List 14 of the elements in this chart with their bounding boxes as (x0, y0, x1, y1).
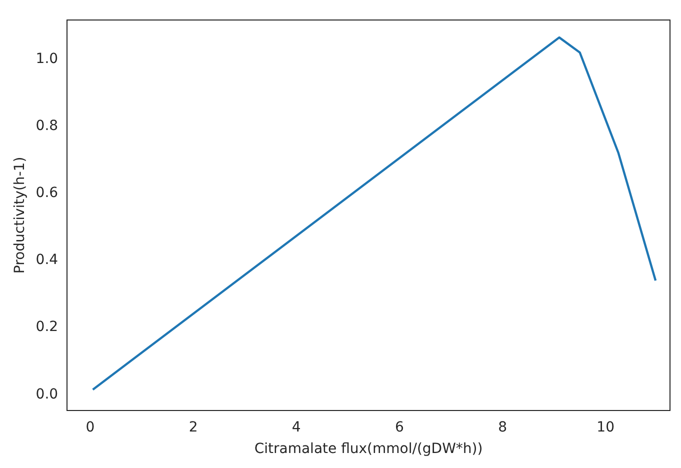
y-tick-label: 0.2 (36, 319, 58, 336)
y-tick-label: 0.0 (36, 386, 58, 402)
y-tick-label: 0.4 (36, 252, 58, 268)
x-tick-label: 4 (292, 419, 301, 436)
y-axis-title: Productivity(h-1) (12, 156, 28, 274)
x-tick-label: 2 (188, 419, 198, 436)
x-tick-label: 0 (86, 419, 95, 436)
y-tick-label: 0.6 (36, 185, 58, 202)
y-tick-label: 1.0 (36, 50, 58, 67)
x-tick-label: 6 (394, 419, 404, 436)
x-tick-label: 8 (498, 419, 507, 436)
x-axis-title: Citramalate flux(mmol/(gDW*h)) (254, 441, 483, 458)
y-tick-label: 0.8 (36, 118, 58, 134)
x-tick-label: 10 (596, 419, 614, 436)
